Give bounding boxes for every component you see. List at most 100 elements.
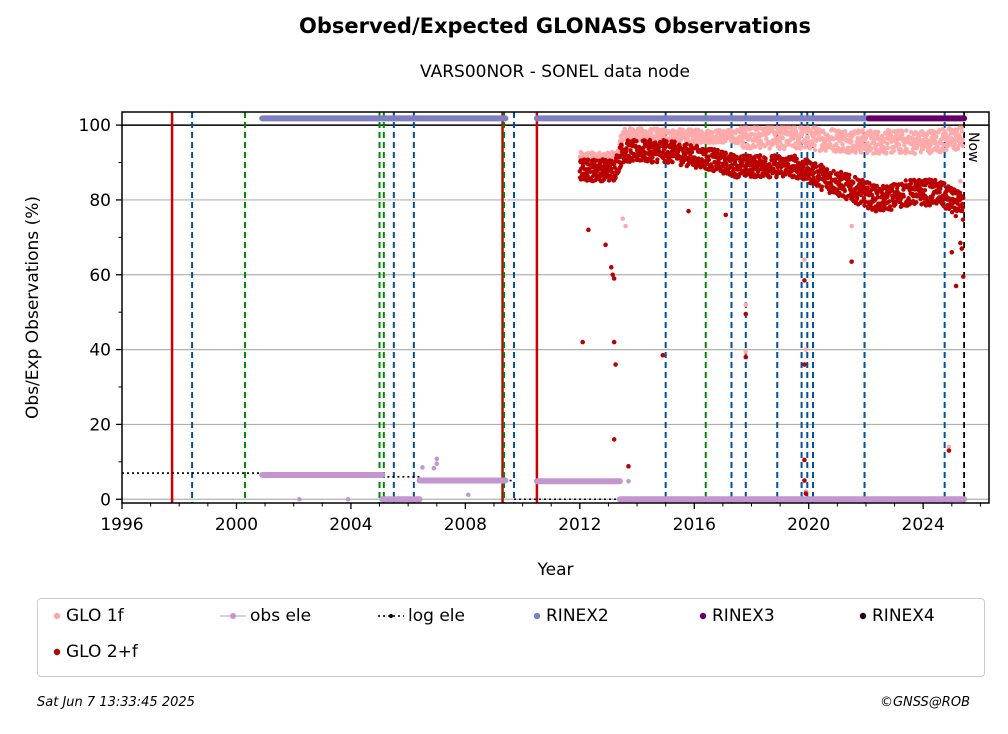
legend: GLO 1f obs ele log ele RINEX2 RINEX3 RINEX4 GL…: [37, 598, 985, 677]
glo2f-outlier-19: [803, 491, 809, 496]
glo1f-point: [823, 148, 828, 153]
glo2f-point: [794, 156, 799, 161]
glo2f-point: [837, 190, 842, 196]
glo1f-point: [863, 135, 869, 141]
glo2f-point: [585, 157, 591, 163]
legend-item-rinex4: RINEX4: [858, 606, 935, 626]
legend-item-rinex3: RINEX3: [698, 606, 775, 626]
glo2f-point: [819, 187, 824, 193]
glo2f-point: [634, 139, 639, 144]
glo1f-point: [753, 144, 758, 149]
glo2f-point: [767, 174, 773, 180]
glo1f-point: [752, 132, 757, 137]
glo1f-point: [959, 125, 964, 130]
glo1f-point: [904, 147, 909, 152]
glo2f-outlier-13: [743, 311, 749, 317]
glo1f-point: [793, 129, 799, 135]
glo2f-outlier-4: [610, 272, 616, 278]
glo1f-point: [772, 132, 778, 137]
footer-date: Sat Jun 7 13:33:45 2025: [37, 695, 195, 710]
glo2f-point: [585, 173, 590, 178]
glo1f-point: [884, 150, 889, 156]
glo1f-point: [661, 132, 666, 138]
now-label: Now: [965, 132, 981, 163]
glo2f-point: [763, 156, 768, 161]
legend-item-rinex2: RINEX2: [532, 606, 609, 626]
glo2f-point: [934, 201, 939, 206]
glo1f-point: [666, 129, 672, 135]
glo2f-point: [603, 157, 608, 163]
glo1f-point: [903, 150, 908, 156]
glo2f-point: [737, 166, 743, 171]
glo2f-outlier-7: [613, 362, 618, 367]
glo1f-point: [786, 142, 791, 147]
obs-ele-point-5: [434, 461, 440, 467]
glo2f-point: [874, 183, 880, 189]
glo1f-point: [737, 134, 742, 140]
legend-label-obs_ele: obs ele: [250, 606, 312, 626]
glo1f-outlier-2: [743, 302, 749, 307]
glo2f-point: [927, 203, 932, 208]
glo2f-point: [819, 184, 825, 189]
glo1f-point: [812, 147, 818, 153]
glo1f-point: [885, 141, 890, 147]
glo2f-point: [889, 207, 894, 212]
glo2f-outlier-24: [958, 240, 963, 246]
obs-ele-point-2: [420, 465, 425, 470]
glo2f-point: [960, 201, 965, 207]
glo2f-outlier-22: [949, 250, 955, 255]
glo1f-point: [595, 153, 600, 159]
glo1f-point: [926, 138, 932, 144]
x-tick-label-2024: 2024: [902, 515, 945, 535]
glo2f-point: [623, 149, 629, 154]
glo1f-point: [952, 141, 957, 147]
glo1f-point: [896, 142, 902, 147]
y-tick-label-20: 20: [89, 415, 111, 435]
glo2f-outlier-2: [603, 242, 608, 248]
glo2f-point: [664, 139, 669, 144]
glo2f-point: [949, 209, 955, 215]
glo2f-outlier-5: [611, 276, 617, 281]
glo1f-point: [891, 148, 897, 153]
glo2f-point: [689, 149, 695, 155]
glo2f-point: [922, 187, 928, 193]
glo2f-point: [778, 169, 784, 174]
glo1f-point: [873, 144, 879, 149]
plot-frame: [121, 111, 990, 504]
glo2f-point: [641, 145, 646, 150]
y-tick-label-60: 60: [89, 266, 111, 286]
glo2f-outlier-25: [960, 274, 966, 279]
chart-subtitle: VARS00NOR - SONEL data node: [420, 62, 690, 82]
glo1f-point: [900, 129, 905, 134]
glo1f-point: [797, 138, 802, 144]
glo2f-series: [577, 137, 966, 496]
glo1f-point: [842, 132, 848, 137]
glo2f-point: [630, 158, 636, 163]
glo2f-point: [613, 175, 618, 180]
glo2f-point: [650, 159, 656, 164]
glo2f-point: [960, 205, 965, 211]
glo2f-point: [865, 185, 870, 190]
glo2f-point: [710, 164, 715, 170]
glo2f-point: [937, 190, 942, 195]
glo2f-point: [650, 154, 655, 160]
glo1f-point: [882, 139, 887, 144]
legend-item-obs_ele: obs ele: [220, 606, 311, 626]
glo2f-point: [609, 166, 614, 172]
glo2f-point: [588, 169, 593, 174]
glo2f-point: [716, 160, 722, 165]
glo1f-point: [946, 134, 951, 139]
glo1f-point: [757, 145, 763, 151]
glo1f-point: [934, 134, 939, 139]
glo1f-point: [803, 142, 809, 147]
glo1f-outlier-8: [958, 178, 963, 184]
glo1f-point: [812, 142, 817, 148]
glo2f-point: [813, 164, 819, 169]
glo2f-point: [755, 169, 761, 174]
glo2f-point: [619, 143, 624, 148]
glo1f-point: [777, 139, 783, 145]
glo1f-point: [767, 146, 772, 151]
glo1f-point: [937, 128, 942, 133]
glo1f-point: [888, 132, 894, 138]
glo2f-point: [862, 203, 867, 208]
